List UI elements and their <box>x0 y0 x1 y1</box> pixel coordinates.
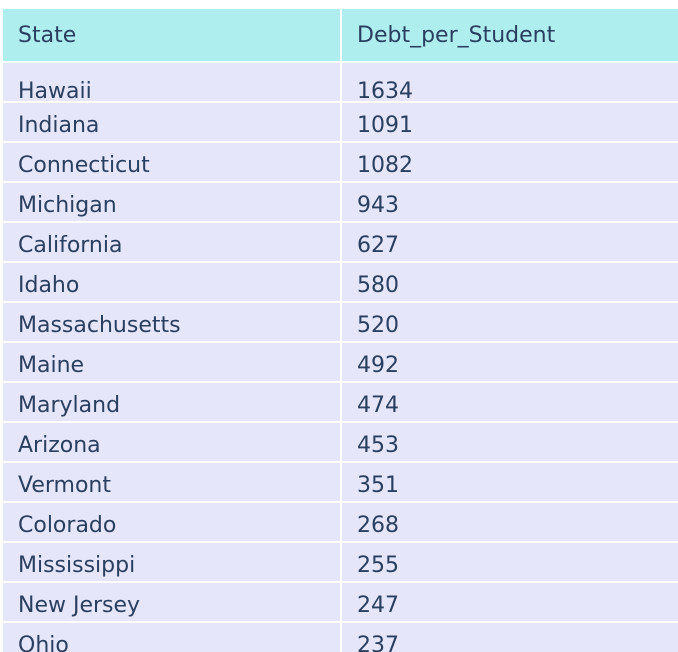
cell-debt-text: 268 <box>357 512 399 538</box>
table-row: Idaho 580 <box>3 263 678 303</box>
cell-debt-per-student: 1082 <box>342 143 678 183</box>
cell-state: Colorado <box>3 503 342 543</box>
table-row: Vermont 351 <box>3 463 678 503</box>
table-row: Colorado 268 <box>3 503 678 543</box>
table-row: Maine 492 <box>3 343 678 383</box>
table-row: Arizona 453 <box>3 423 678 463</box>
cell-state-text: Hawaii <box>18 78 92 103</box>
cell-state: Idaho <box>3 263 342 303</box>
cell-debt-text: 1091 <box>357 112 413 138</box>
cell-debt-text: 520 <box>357 312 399 338</box>
cell-state-text: Arizona <box>18 432 101 458</box>
cell-state: Massachusetts <box>3 303 342 343</box>
cell-state: New Jersey <box>3 583 342 623</box>
cell-state-text: Vermont <box>18 472 111 498</box>
cell-state: Ohio <box>3 623 342 652</box>
cell-debt-per-student: 520 <box>342 303 678 343</box>
table-row: Mississippi 255 <box>3 543 678 583</box>
cell-debt-per-student: 351 <box>342 463 678 503</box>
cell-state-text: Maine <box>18 352 85 378</box>
cell-state: Hawaii <box>3 63 342 103</box>
cell-debt-text: 943 <box>357 192 399 218</box>
table-row: Maryland 474 <box>3 383 678 423</box>
data-table: State Debt_per_Student Hawaii 1634 Indiana… <box>3 9 678 652</box>
cell-state: Connecticut <box>3 143 342 183</box>
cell-state: Vermont <box>3 463 342 503</box>
cell-debt-per-student: 453 <box>342 423 678 463</box>
table-row: Connecticut 1082 <box>3 143 678 183</box>
table-row: Indiana 1091 <box>3 103 678 143</box>
cell-state-text: Michigan <box>18 192 117 218</box>
cell-state-text: Colorado <box>18 512 117 538</box>
data-table-container: State Debt_per_Student Hawaii 1634 Indiana… <box>3 9 678 652</box>
cell-state-text: Ohio <box>18 632 69 652</box>
cell-debt-text: 247 <box>357 592 399 618</box>
cell-debt-per-student: 1634 <box>342 63 678 103</box>
cell-debt-text: 1634 <box>357 78 413 103</box>
table-row: New Jersey 247 <box>3 583 678 623</box>
cell-state-text: Massachusetts <box>18 312 181 338</box>
cell-debt-per-student: 492 <box>342 343 678 383</box>
cell-state: Arizona <box>3 423 342 463</box>
column-header-state: State <box>3 9 342 63</box>
cell-debt-text: 492 <box>357 352 399 378</box>
cell-state: Indiana <box>3 103 342 143</box>
cell-debt-per-student: 474 <box>342 383 678 423</box>
table-row: Massachusetts 520 <box>3 303 678 343</box>
cell-state: California <box>3 223 342 263</box>
cell-state-text: California <box>18 232 123 258</box>
column-header-debt-per-student: Debt_per_Student <box>342 9 678 63</box>
cell-debt-per-student: 943 <box>342 183 678 223</box>
cell-state: Maine <box>3 343 342 383</box>
cell-state-text: Indiana <box>18 112 100 138</box>
cell-debt-per-student: 268 <box>342 503 678 543</box>
cell-debt-text: 351 <box>357 472 399 498</box>
cell-state: Mississippi <box>3 543 342 583</box>
table-row: Hawaii 1634 <box>3 63 678 103</box>
cell-debt-text: 474 <box>357 392 399 418</box>
cell-debt-text: 237 <box>357 632 399 652</box>
cell-debt-per-student: 580 <box>342 263 678 303</box>
cell-state-text: Connecticut <box>18 152 150 178</box>
table-body: Hawaii 1634 Indiana 1091 Connecticut 1082 Mich… <box>3 63 678 652</box>
cell-debt-per-student: 627 <box>342 223 678 263</box>
cell-debt-per-student: 237 <box>342 623 678 652</box>
cell-state-text: Maryland <box>18 392 121 418</box>
cell-state-text: Mississippi <box>18 552 136 578</box>
cell-state-text: Idaho <box>18 272 80 298</box>
table-row: Ohio 237 <box>3 623 678 652</box>
cell-debt-text: 627 <box>357 232 399 258</box>
cell-debt-text: 1082 <box>357 152 413 178</box>
table-row: Michigan 943 <box>3 183 678 223</box>
cell-debt-per-student: 255 <box>342 543 678 583</box>
cell-state-text: New Jersey <box>18 592 141 618</box>
header-row: State Debt_per_Student <box>3 9 678 63</box>
cell-debt-text: 453 <box>357 432 399 458</box>
cell-state: Michigan <box>3 183 342 223</box>
cell-debt-per-student: 247 <box>342 583 678 623</box>
cell-debt-per-student: 1091 <box>342 103 678 143</box>
table-row: California 627 <box>3 223 678 263</box>
cell-debt-text: 580 <box>357 272 399 298</box>
cell-debt-text: 255 <box>357 552 399 578</box>
cell-state: Maryland <box>3 383 342 423</box>
